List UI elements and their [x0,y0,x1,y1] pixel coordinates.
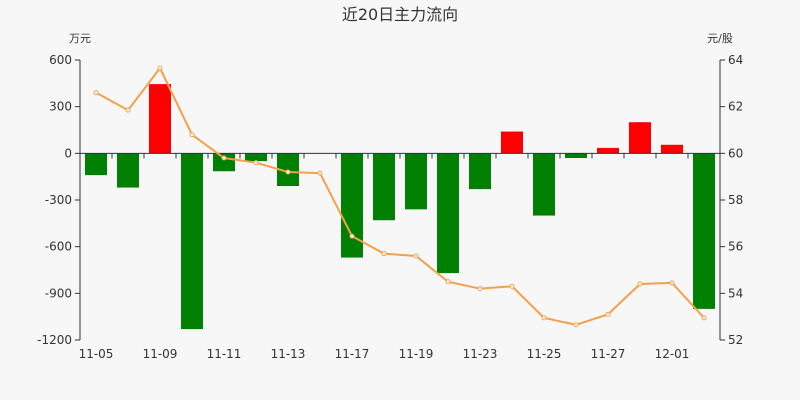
price-point [317,170,323,176]
price-point [381,251,387,257]
x-tick-label: 11-09 [143,347,178,361]
flow-bar [85,153,107,176]
price-point [413,253,419,259]
flow-bar [501,131,523,154]
flow-bar [469,153,491,190]
flow-bar [117,153,139,188]
x-tick-label: 11-23 [463,347,498,361]
price-point [541,315,547,321]
price-point [669,280,675,286]
left-tick-label: -900 [45,286,72,300]
bars-layer [85,84,715,330]
left-tick-label: 600 [49,53,72,67]
price-point [701,315,707,321]
left-tick-label: 0 [64,146,72,160]
price-point [637,281,643,287]
price-point [349,233,355,239]
price-point [509,283,515,289]
price-line-layer [93,65,707,328]
x-tick-label: 11-25 [527,347,562,361]
right-tick-label: 60 [728,146,743,160]
flow-bar [437,153,459,274]
x-tick-label: 11-19 [399,347,434,361]
flow-bar [565,153,587,158]
flow-bar [693,153,715,309]
price-point [221,155,227,161]
right-tick-label: 56 [728,240,743,254]
x-tick-label: 11-11 [207,347,242,361]
right-axis-unit: 元/股 [707,32,733,45]
flow-bar [149,84,171,154]
price-point [189,132,195,138]
x-tick-label: 11-27 [591,347,626,361]
price-point [605,311,611,317]
left-tick-label: 300 [49,100,72,114]
flow-bar [533,153,555,216]
price-point [573,322,579,328]
left-tick-label: -1200 [37,333,72,347]
flow-bar [181,153,203,330]
right-tick-label: 64 [728,53,743,67]
flow-bar [597,147,619,154]
flow-bar [373,153,395,221]
right-tick-label: 62 [728,100,743,114]
left-tick-label: -300 [45,193,72,207]
flow-bar [405,153,427,210]
flow-bar [661,144,683,154]
flow-bar [629,122,651,154]
flow-bar [245,153,267,162]
price-point [157,65,163,71]
x-tick-label: 11-17 [335,347,370,361]
chart-title: 近20日主力流向 [342,5,458,24]
price-point [253,160,259,166]
price-point [93,90,99,96]
x-tick-label: 11-13 [271,347,306,361]
price-point [125,107,131,113]
right-tick-label: 52 [728,333,743,347]
price-point [477,286,483,292]
axes-layer: 600 300 0 -300 -600 -900 -1200 64 62 60 58 56 54 52 11… [37,53,743,361]
price-point [285,169,291,175]
right-tick-label: 58 [728,193,743,207]
x-tick-label: 11-05 [79,347,114,361]
right-tick-label: 54 [728,286,743,300]
price-point [445,279,451,285]
left-tick-label: -600 [45,240,72,254]
price-line [95,66,705,326]
flow-bar [341,153,363,258]
x-tick-label: 12-01 [655,347,690,361]
left-axis-unit: 万元 [69,32,91,45]
